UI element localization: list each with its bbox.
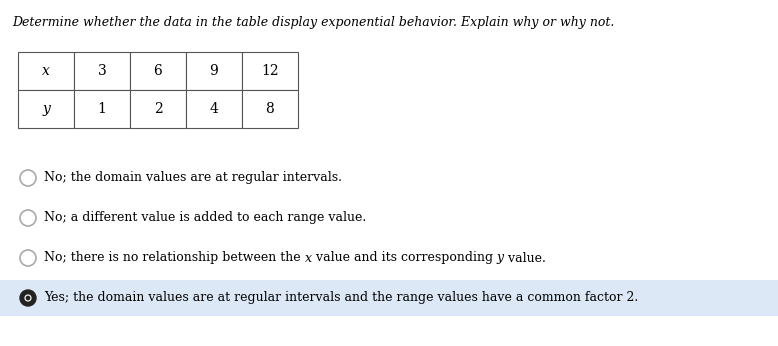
Circle shape xyxy=(20,210,36,226)
Text: value.: value. xyxy=(504,252,545,264)
Bar xyxy=(242,52,298,90)
Text: 9: 9 xyxy=(209,64,219,78)
Circle shape xyxy=(20,290,36,306)
Text: 6: 6 xyxy=(153,64,163,78)
Bar xyxy=(74,52,130,90)
Text: x: x xyxy=(42,64,50,78)
Text: 4: 4 xyxy=(209,102,219,116)
Bar xyxy=(18,52,74,90)
Text: 1: 1 xyxy=(97,102,107,116)
Bar xyxy=(186,52,242,90)
Text: No; a different value is added to each range value.: No; a different value is added to each r… xyxy=(44,211,366,225)
Circle shape xyxy=(24,294,32,302)
Text: No; there is no relationship between the: No; there is no relationship between the xyxy=(44,252,305,264)
Bar xyxy=(242,90,298,128)
Text: No; the domain values are at regular intervals.: No; the domain values are at regular int… xyxy=(44,172,342,184)
Text: x: x xyxy=(305,252,312,264)
Circle shape xyxy=(20,250,36,266)
Text: 12: 12 xyxy=(261,64,279,78)
Text: Determine whether the data in the table display exponential behavior. Explain wh: Determine whether the data in the table … xyxy=(12,16,615,29)
Text: value and its corresponding: value and its corresponding xyxy=(312,252,496,264)
Text: 3: 3 xyxy=(97,64,107,78)
Text: Yes; the domain values are at regular intervals and the range values have a comm: Yes; the domain values are at regular in… xyxy=(44,291,638,304)
Circle shape xyxy=(20,170,36,186)
Circle shape xyxy=(26,295,30,300)
Bar xyxy=(130,90,186,128)
Text: 2: 2 xyxy=(153,102,163,116)
Bar xyxy=(0,280,778,316)
Bar xyxy=(130,52,186,90)
Text: 8: 8 xyxy=(265,102,275,116)
Text: y: y xyxy=(496,252,504,264)
Bar xyxy=(74,90,130,128)
Text: y: y xyxy=(42,102,50,116)
Bar xyxy=(18,90,74,128)
Bar xyxy=(186,90,242,128)
